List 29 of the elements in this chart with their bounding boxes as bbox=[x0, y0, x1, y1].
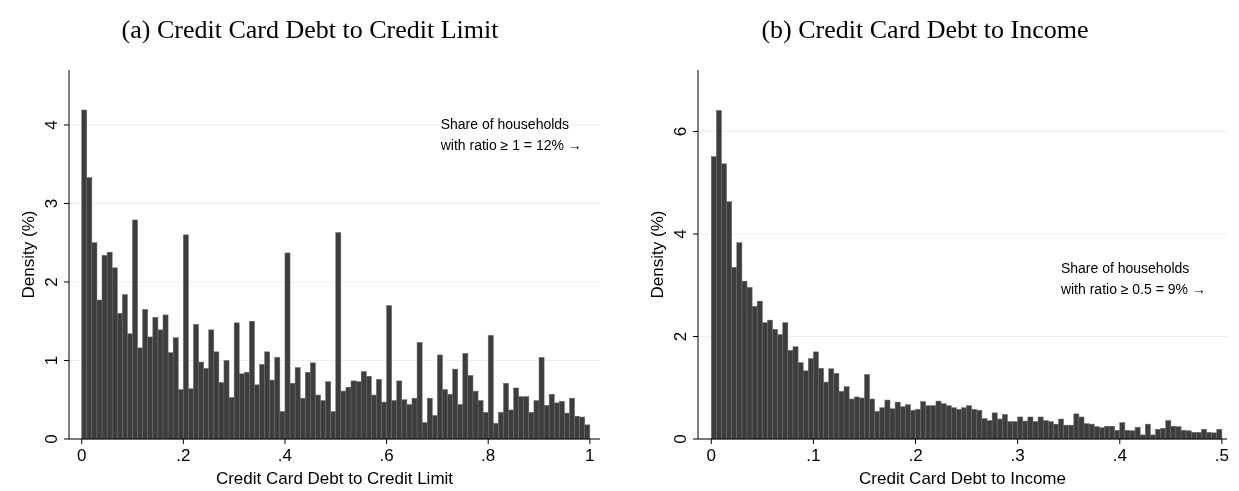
y-tick-label: 6 bbox=[671, 126, 690, 137]
annotation: Share of households with ratio ≥ 0.5 = 9% → bbox=[1059, 259, 1206, 297]
y-tick-label: 4 bbox=[671, 229, 690, 239]
chart-title: (b) Credit Card Debt to Income bbox=[761, 15, 1089, 44]
y-tick-label: 0 bbox=[42, 434, 61, 444]
x-tick-label: .5 bbox=[1214, 446, 1229, 465]
x-axis-title: Credit Card Debt to Credit Limit bbox=[215, 469, 454, 488]
chart-title: (a) Credit Card Debt to Credit Limit bbox=[121, 15, 500, 44]
y-tick-label: 0 bbox=[671, 434, 690, 444]
y-tick-label: 4 bbox=[42, 120, 61, 130]
y-axis-title: Density (%) bbox=[19, 210, 38, 299]
x-tick-label: 0 bbox=[76, 446, 87, 465]
x-tick-label: .6 bbox=[379, 446, 394, 465]
y-tick-label: 1 bbox=[42, 355, 61, 366]
x-tick-label: .1 bbox=[806, 446, 821, 465]
x-tick-label: .8 bbox=[481, 446, 496, 465]
x-tick-label: .4 bbox=[1112, 446, 1127, 465]
y-tick-label: 2 bbox=[42, 277, 61, 287]
x-tick-label: .2 bbox=[908, 446, 923, 465]
x-tick-label: .3 bbox=[1010, 446, 1025, 465]
y-tick-label: 2 bbox=[671, 331, 690, 342]
y-axis-title: Density (%) bbox=[648, 210, 667, 299]
x-tick-label: 0 bbox=[706, 446, 717, 465]
x-axis-title: Credit Card Debt to Income bbox=[859, 469, 1066, 488]
x-tick-label: .2 bbox=[176, 446, 191, 465]
y-tick-label: 3 bbox=[42, 198, 61, 209]
x-tick-label: .4 bbox=[277, 446, 293, 465]
annotation: Share of households with ratio ≥ 1 = 12% → bbox=[439, 116, 582, 154]
x-tick-label: 1 bbox=[585, 446, 595, 465]
